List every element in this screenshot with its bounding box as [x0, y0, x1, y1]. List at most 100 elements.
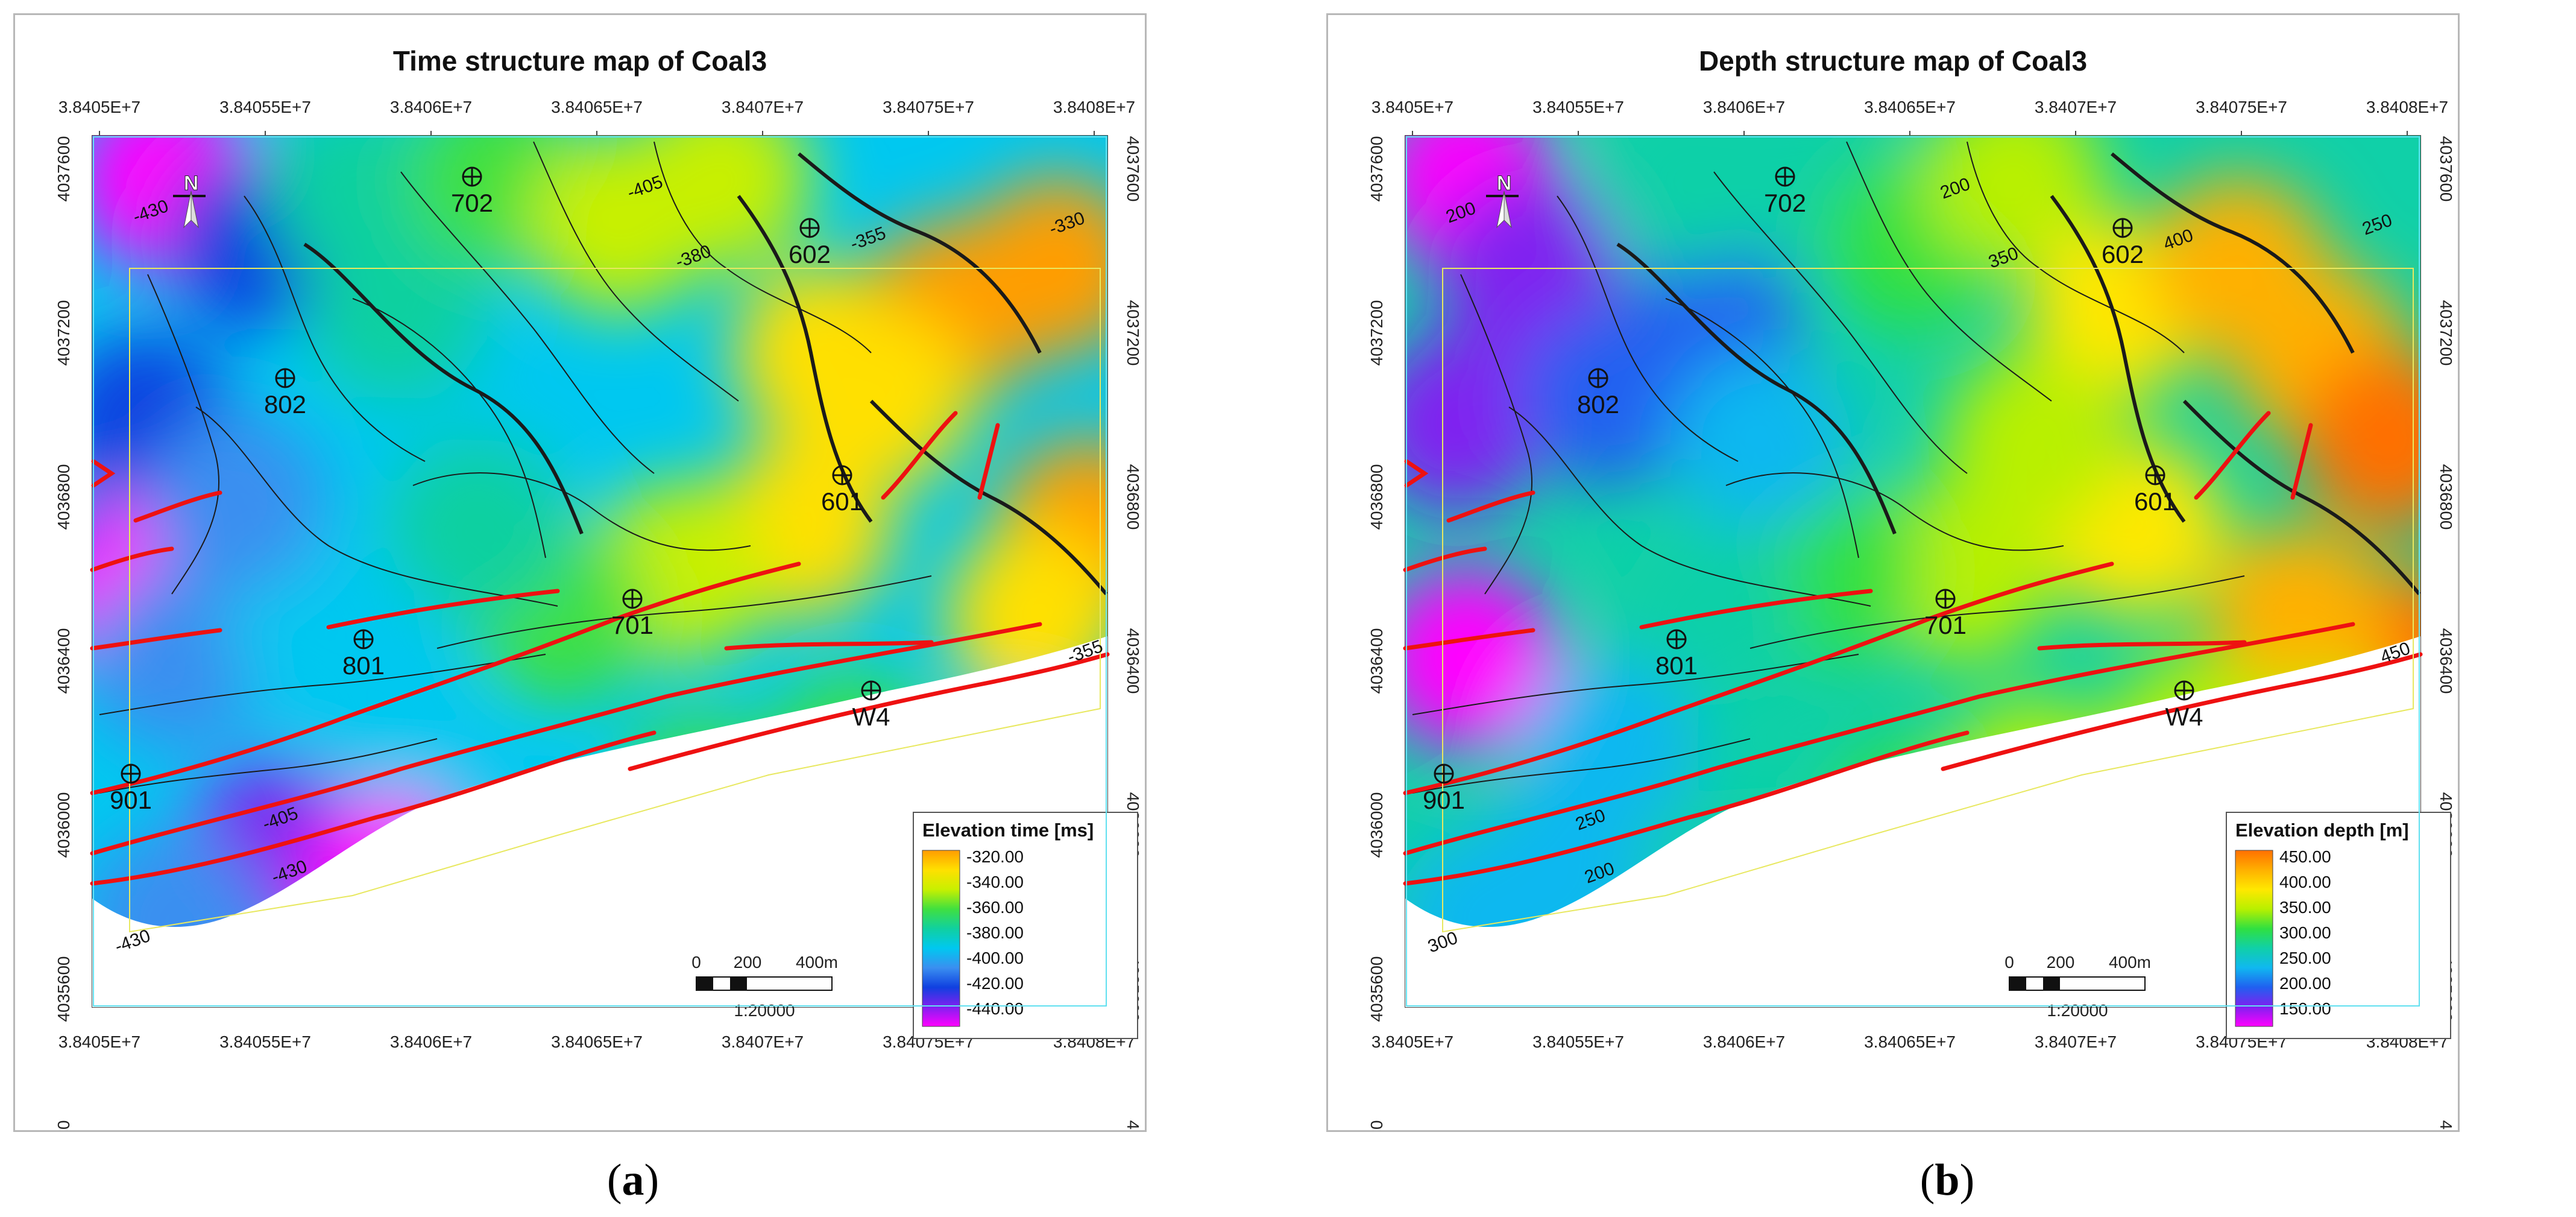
map-panel-b: Depth structure map of Coal3 200 350 400 250… [1326, 13, 2460, 1186]
well-label: 801 [1655, 651, 1698, 680]
legend-label: 250.00 [2279, 949, 2331, 967]
caption-a: (a) [606, 1155, 660, 1205]
well-marker: 601 [821, 465, 863, 516]
contour-line [798, 152, 1042, 354]
well-marker: 901 [1423, 763, 1465, 814]
x-tick-top: 3.8407E+7 [2035, 98, 2117, 116]
well-label: W4 [2165, 703, 2203, 731]
y-tick-right: 4036400 [2437, 628, 2455, 694]
x-tick-top: 3.84065E+7 [551, 98, 643, 116]
x-tick-top: 3.8405E+7 [1371, 98, 1453, 116]
x-tick-top: 3.8407E+7 [722, 98, 804, 116]
y-tick-right: 4036800 [1124, 464, 1142, 529]
x-tick-top: 3.84075E+7 [2196, 98, 2287, 116]
well-marker: 901 [110, 763, 152, 814]
scale-label: 0 [2004, 953, 2014, 972]
y-tick-left: 4036400 [1367, 628, 1386, 694]
fault-line [1941, 652, 2423, 771]
contour-line [2050, 195, 2186, 523]
contour-line [533, 141, 739, 402]
y-tick-left: 4036000 [1367, 792, 1386, 858]
well-label: 702 [1764, 189, 1806, 217]
legend-label: 400.00 [2279, 873, 2331, 891]
contour-line [99, 654, 546, 715]
well-label: 702 [451, 189, 493, 217]
fault-line [1403, 622, 2355, 856]
contour-line [1412, 738, 1751, 794]
well-marker: 701 [611, 589, 653, 639]
x-tick-bottom: 3.8406E+7 [390, 1032, 472, 1051]
y-tick-left: 4035200 [54, 1120, 73, 1130]
y-tick-right: 4037200 [1124, 300, 1142, 365]
well-label: 602 [789, 240, 831, 268]
wells: 702 602 802 601 701 801 W4 901 [110, 166, 890, 814]
x-tick-top: 3.8408E+7 [1053, 98, 1135, 116]
y-tick-left: 4037200 [1367, 300, 1386, 365]
legend: Elevation time [ms] -320.00 -340.00 -360.00… [913, 812, 1138, 1039]
well-label: 802 [264, 390, 306, 419]
legend-label: 350.00 [2279, 898, 2331, 917]
survey-boundary [1442, 268, 2414, 933]
scale-ratio: 1:20000 [2047, 1001, 2108, 1020]
x-tick-top: 3.84055E+7 [219, 98, 311, 116]
contour-line [1508, 406, 1871, 607]
y-tick-right: 4037600 [1124, 136, 1142, 201]
contour-line [244, 195, 426, 462]
well-label: 901 [110, 786, 152, 814]
legend-label: 450.00 [2279, 847, 2331, 866]
fault-line [1404, 459, 1429, 488]
scale-frame [696, 976, 833, 991]
map-title: Depth structure map of Coal3 [1699, 45, 2087, 77]
time-structure-map: Time structure map of Coal3-405-380-355-… [54, 45, 1142, 1186]
legend-label: -320.00 [966, 847, 1024, 866]
legend: Elevation depth [m] 450.00 400.00 350.00 300… [2226, 812, 2451, 1039]
field-blob [92, 568, 264, 749]
north-label: N [184, 172, 199, 195]
scale-ratio: 1:20000 [734, 1001, 795, 1020]
y-tick-left: 4037600 [1367, 136, 1386, 201]
y-tick-right: 4037200 [2437, 300, 2455, 365]
legend-title: Elevation depth [m] [2235, 820, 2409, 841]
fault-line [628, 652, 1110, 771]
well-label: 601 [821, 487, 863, 516]
field-blob [966, 175, 1107, 357]
well-label: 602 [2102, 240, 2144, 268]
field-blob [1437, 175, 1618, 357]
contour-line [400, 171, 655, 474]
y-tick-left: 4035600 [54, 956, 73, 1022]
north-label: N [1497, 172, 1512, 195]
well-marker: 702 [451, 166, 493, 217]
elevation-field [92, 136, 1107, 1007]
x-tick-top: 3.84055E+7 [1532, 98, 1624, 116]
well-marker: 602 [789, 218, 831, 268]
scale-bar: 0 200 400m 1:20000 [691, 953, 838, 1020]
fault-line [90, 730, 657, 886]
fault-line [1403, 561, 2114, 795]
wells: 702 602 802 601 701 801 W4 901 [1423, 166, 2203, 814]
x-tick-bottom: 3.84065E+7 [1864, 1032, 1956, 1051]
fault-line [1446, 490, 1535, 523]
contour-lines [1412, 141, 2420, 794]
scale-bar: 0 200 400m 1:20000 [2004, 953, 2151, 1020]
north-arrow-icon: N [1486, 172, 1519, 229]
well-label: 701 [1924, 611, 1967, 639]
field-blob [1405, 332, 1547, 514]
well-label: W4 [852, 703, 890, 731]
well-label: 801 [342, 651, 385, 680]
caption-b: (b) [1919, 1155, 1975, 1205]
contour-line [303, 242, 584, 535]
fault-line [1403, 546, 1487, 572]
y-tick-left: 4036800 [54, 464, 73, 529]
x-tick-top: 3.8405E+7 [58, 98, 140, 116]
well-marker: W4 [2165, 680, 2203, 731]
x-tick-top: 3.8408E+7 [2366, 98, 2448, 116]
fault-line [977, 423, 1000, 500]
map-title: Time structure map of Coal3 [393, 45, 767, 77]
well-marker: 801 [342, 629, 385, 680]
x-tick-bottom: 3.8407E+7 [722, 1032, 804, 1051]
field-blob [1944, 350, 2126, 531]
scale-segment [696, 977, 713, 990]
legend-label: -340.00 [966, 873, 1024, 891]
field-blob [1670, 350, 1851, 531]
scale-label: 0 [691, 953, 701, 972]
